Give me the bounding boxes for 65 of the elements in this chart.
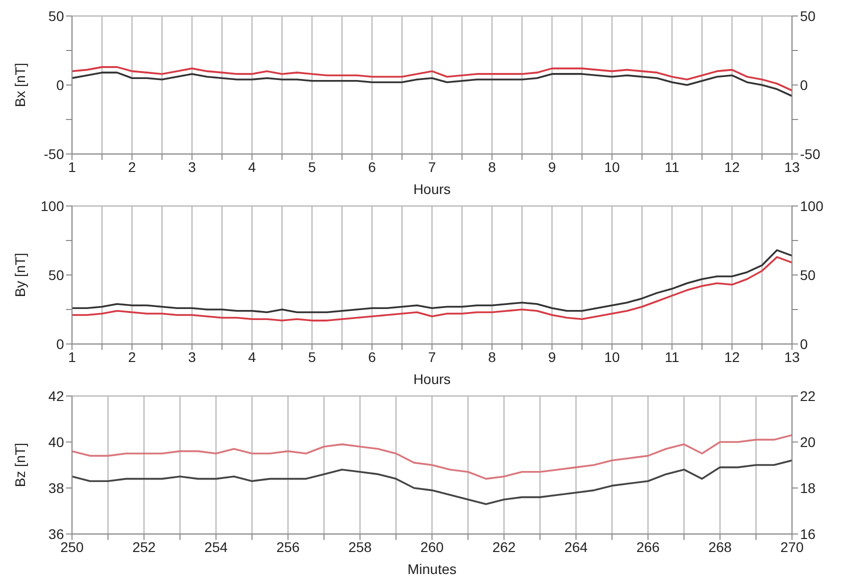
x-tick-label: 8 xyxy=(488,348,496,365)
y2-tick-label: -50 xyxy=(800,146,820,162)
line-series xyxy=(72,249,792,314)
y-tick-label: 40 xyxy=(48,434,64,450)
y-tick-label: 50 xyxy=(48,266,64,283)
line-series xyxy=(72,256,792,322)
y-axis-title: Bx [nT] xyxy=(12,62,28,108)
y-tick-label: 42 xyxy=(48,388,64,404)
x-tick-label: 9 xyxy=(548,348,556,365)
x-tick-label: 2 xyxy=(128,348,136,365)
x-tick-label: 268 xyxy=(708,538,732,555)
line-series xyxy=(72,66,792,92)
y-tick-label: 0 xyxy=(56,76,64,93)
x-tick-label: 264 xyxy=(564,538,588,555)
line-series xyxy=(72,72,792,97)
x-tick-label: 266 xyxy=(636,538,660,555)
y-tick-label: -50 xyxy=(44,146,64,162)
y2-tick-label: 50 xyxy=(800,8,816,24)
x-tick-label: 13 xyxy=(784,348,800,365)
x-tick-label: 2 xyxy=(128,158,136,175)
x-tick-label: 4 xyxy=(248,348,256,365)
x-tick-label: 9 xyxy=(548,158,556,175)
y2-tick-label: 0 xyxy=(800,76,808,93)
x-axis-title: Hours xyxy=(413,371,451,387)
y-tick-label: 0 xyxy=(56,336,64,352)
x-axis-title: Hours xyxy=(413,181,451,197)
x-tick-label: 10 xyxy=(604,158,620,175)
x-tick-label: 262 xyxy=(492,538,516,555)
x-tick-label: 4 xyxy=(248,158,256,175)
x-tick-label: 254 xyxy=(204,538,228,555)
x-tick-label: 5 xyxy=(308,348,316,365)
x-tick-label: 7 xyxy=(428,348,436,365)
x-tick-label: 6 xyxy=(368,348,376,365)
x-tick-label: 3 xyxy=(188,158,196,175)
x-tick-label: 1 xyxy=(68,158,76,175)
y-axis-title: Bz [nT] xyxy=(12,442,28,488)
y2-tick-label: 100 xyxy=(800,198,824,214)
y-tick-label: 100 xyxy=(40,198,64,214)
x-tick-label: 252 xyxy=(132,538,156,555)
y-tick-label: 50 xyxy=(48,8,64,24)
x-tick-label: 6 xyxy=(368,158,376,175)
x-tick-label: 13 xyxy=(784,158,800,175)
x-tick-label: 10 xyxy=(604,348,620,365)
x-tick-label: 258 xyxy=(348,538,372,555)
y-tick-label: 38 xyxy=(48,480,64,496)
x-tick-label: 256 xyxy=(276,538,300,555)
y2-tick-label: 50 xyxy=(800,266,816,283)
x-tick-label: 1 xyxy=(68,348,76,365)
x-tick-label: 12 xyxy=(724,158,740,175)
y2-tick-label: 22 xyxy=(800,388,816,404)
line-series xyxy=(72,460,792,505)
x-tick-label: 5 xyxy=(308,158,316,175)
x-tick-label: 3 xyxy=(188,348,196,365)
y2-tick-label: 0 xyxy=(800,336,808,352)
y-axis-title: By [nT] xyxy=(12,252,28,298)
x-tick-label: 12 xyxy=(724,348,740,365)
x-tick-label: 8 xyxy=(488,158,496,175)
x-tick-label: 11 xyxy=(664,158,680,175)
x-tick-label: 11 xyxy=(664,348,680,365)
y2-tick-label: 18 xyxy=(800,480,816,496)
line-series xyxy=(72,434,792,480)
y2-tick-label: 20 xyxy=(800,434,816,450)
x-tick-label: 260 xyxy=(420,538,444,555)
x-axis-title: Minutes xyxy=(407,561,457,577)
x-tick-label: 7 xyxy=(428,158,436,175)
